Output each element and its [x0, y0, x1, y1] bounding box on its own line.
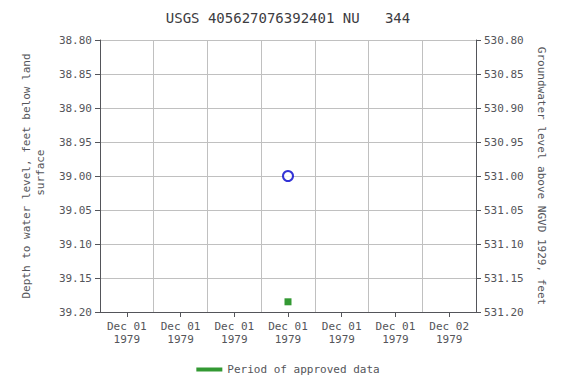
svg-text:1979: 1979 — [382, 333, 409, 346]
svg-text:Dec 02: Dec 02 — [429, 320, 469, 333]
svg-text:Groundwater level above NGVD 1: Groundwater level above NGVD 1929, feet — [535, 47, 548, 305]
svg-text:531.00: 531.00 — [484, 170, 524, 183]
svg-text:530.80: 530.80 — [484, 34, 524, 47]
svg-text:38.85: 38.85 — [59, 68, 92, 81]
svg-text:1979: 1979 — [328, 333, 355, 346]
svg-text:531.15: 531.15 — [484, 272, 524, 285]
svg-text:Dec 01: Dec 01 — [322, 320, 362, 333]
svg-text:1979: 1979 — [275, 333, 302, 346]
svg-text:Dec 01: Dec 01 — [376, 320, 416, 333]
svg-text:1979: 1979 — [167, 333, 194, 346]
svg-text:surface: surface — [34, 150, 47, 203]
svg-text:Dec 01: Dec 01 — [214, 320, 254, 333]
svg-text:Dec 01: Dec 01 — [107, 320, 147, 333]
svg-text:39.05: 39.05 — [59, 204, 92, 217]
svg-text:530.85: 530.85 — [484, 68, 524, 81]
svg-text:531.20: 531.20 — [484, 306, 524, 319]
svg-text:531.05: 531.05 — [484, 204, 524, 217]
svg-text:38.80: 38.80 — [59, 34, 92, 47]
svg-text:USGS 405627076392401 NU 344: USGS 405627076392401 NU 344 — [166, 10, 410, 26]
svg-text:39.10: 39.10 — [59, 238, 92, 251]
svg-text:1979: 1979 — [114, 333, 141, 346]
svg-text:1979: 1979 — [221, 333, 248, 346]
svg-text:39.00: 39.00 — [59, 170, 92, 183]
svg-text:Dec 01: Dec 01 — [161, 320, 201, 333]
svg-text:Depth to water level, feet bel: Depth to water level, feet below land — [20, 53, 33, 298]
svg-text:38.95: 38.95 — [59, 136, 92, 149]
svg-text:531.10: 531.10 — [484, 238, 524, 251]
svg-text:Period of approved data: Period of approved data — [227, 363, 379, 376]
svg-text:39.15: 39.15 — [59, 272, 92, 285]
svg-text:530.95: 530.95 — [484, 136, 524, 149]
svg-text:530.90: 530.90 — [484, 102, 524, 115]
svg-text:Dec 01: Dec 01 — [268, 320, 308, 333]
svg-text:38.90: 38.90 — [59, 102, 92, 115]
svg-text:39.20: 39.20 — [59, 306, 92, 319]
svg-text:1979: 1979 — [436, 333, 463, 346]
